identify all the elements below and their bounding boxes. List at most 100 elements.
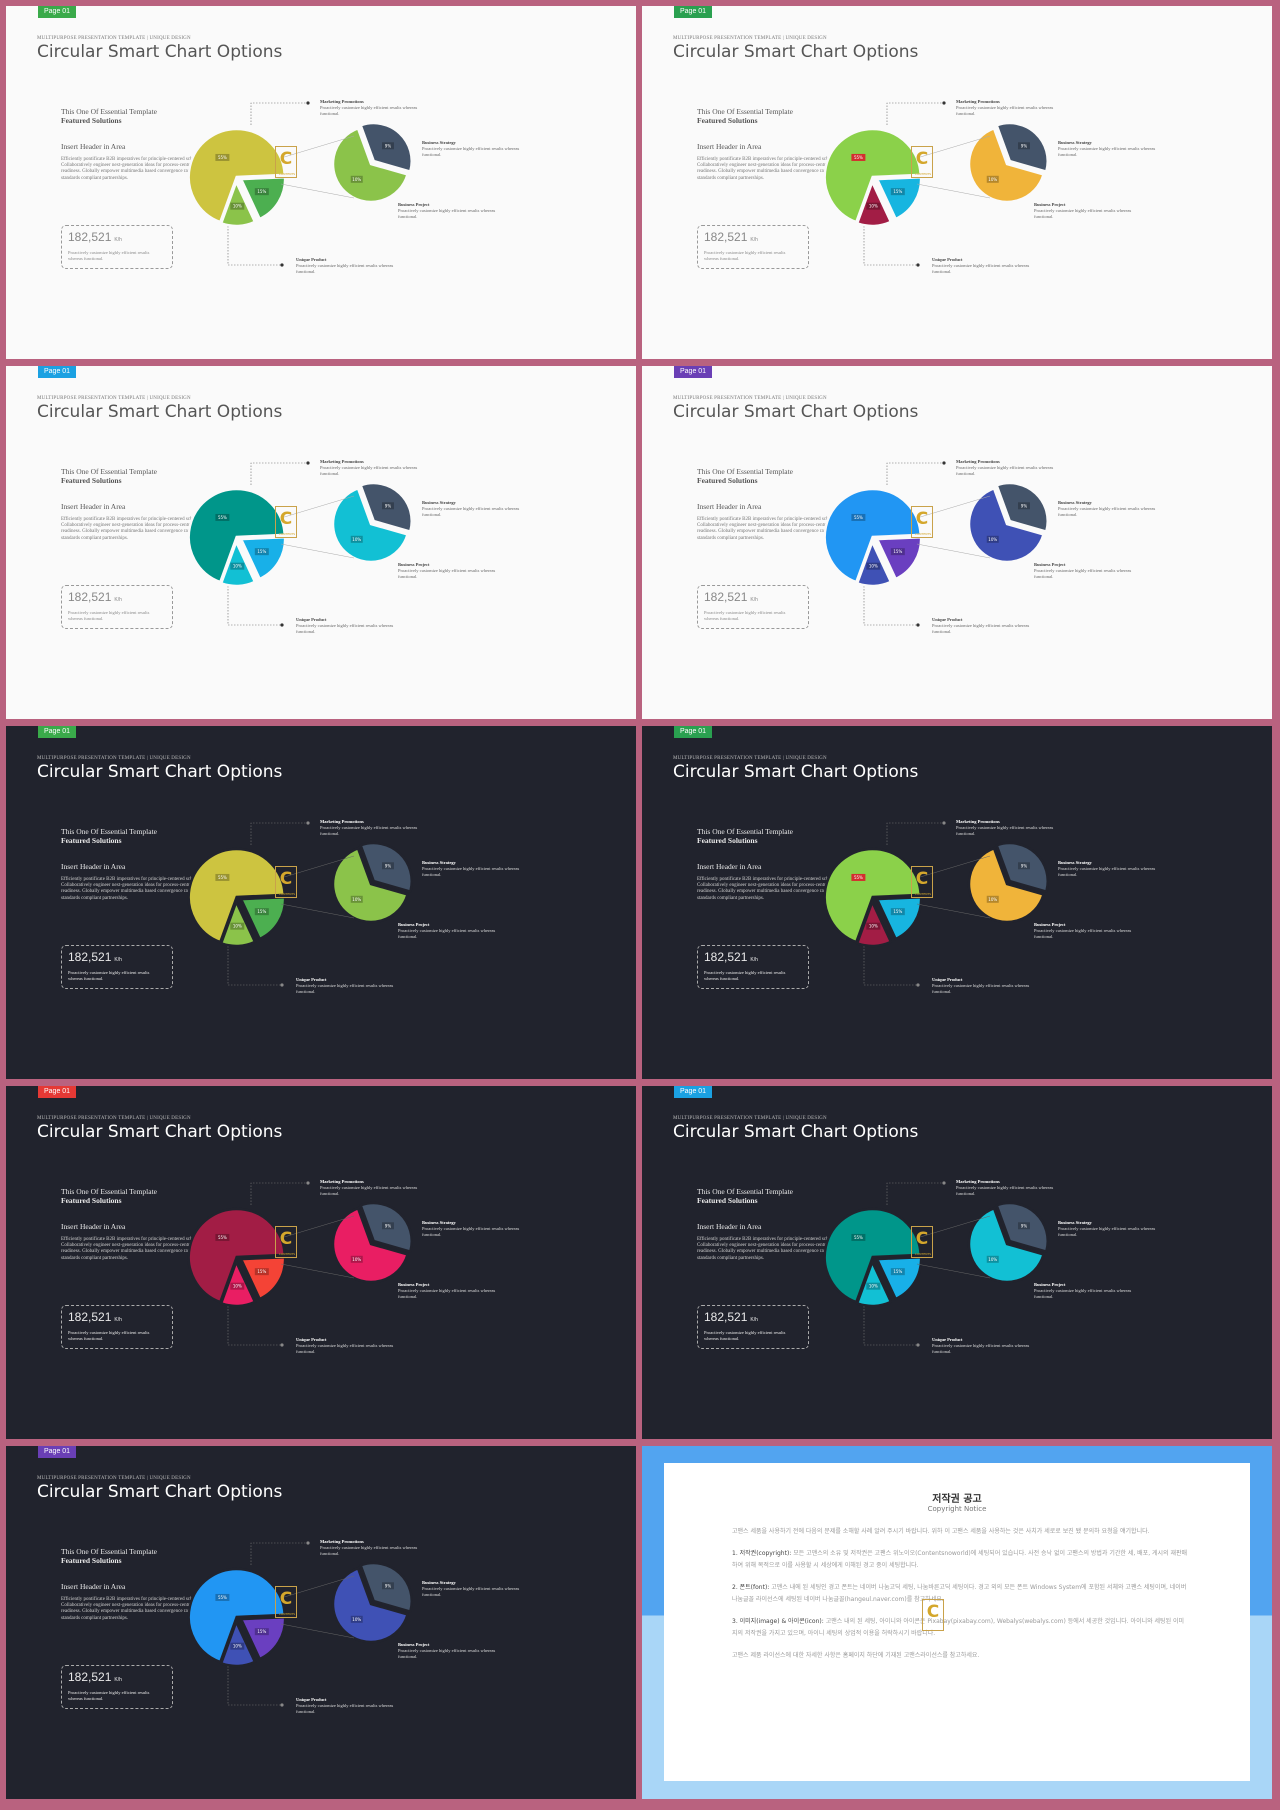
callout-dot-1: [942, 821, 946, 825]
slide-title: Circular Smart Chart Options: [673, 762, 919, 782]
callout-head: Unique Product: [932, 617, 963, 622]
callout-text: Proactively customize highly efficient r…: [932, 623, 1030, 634]
main-pie-label-2: 15%: [893, 909, 902, 914]
stat-value-wrap: 182,521 K/h: [704, 950, 758, 964]
stat-value-wrap: 182,521 K/h: [68, 590, 122, 604]
slide-thumbnail[interactable]: Page 01 MULTIPURPOSE PRESENTATION TEMPLAT…: [6, 1086, 636, 1439]
slide-thumbnail[interactable]: Page 01 MULTIPURPOSE PRESENTATION TEMPLAT…: [642, 6, 1272, 359]
secondary-pie-label-2: 10%: [988, 1257, 997, 1262]
main-pie-label-2: 15%: [893, 549, 902, 554]
slide-title: Circular Smart Chart Options: [673, 42, 919, 62]
secondary-pie-label-box-1: [1017, 142, 1030, 150]
slide-kicker: MULTIPURPOSE PRESENTATION TEMPLATE | UNI…: [37, 756, 191, 761]
stat-caption: Proactively customize highly efficient r…: [68, 610, 150, 621]
main-pie-label-3: 10%: [233, 924, 242, 929]
callout-leader-1: [250, 1182, 308, 1205]
notice-card: 저작권 공고 Copyright Notice 고맨스 세품을 사용하기 전에 다음…: [664, 1463, 1250, 1781]
callout-text: Proactively customize highly efficient r…: [320, 1185, 418, 1196]
callout-4: Unique Product Proactively customize high…: [296, 1337, 406, 1355]
callout-text: Proactively customize highly efficient r…: [1034, 568, 1132, 579]
main-pie-slice-2: [875, 1255, 923, 1301]
slide-thumbnail[interactable]: Page 01 MULTIPURPOSE PRESENTATION TEMPLAT…: [642, 366, 1272, 719]
copyright-notice-slide[interactable]: 저작권 공고 Copyright Notice 고맨스 세품을 사용하기 전에 다음…: [642, 1446, 1272, 1799]
body-paragraph: Efficiently pontificate B2B imperatives …: [697, 877, 842, 901]
body-paragraph: Efficiently pontificate B2B imperatives …: [61, 1237, 206, 1261]
main-pie-slice-3: [855, 898, 893, 948]
stat-value-wrap: 182,521 K/h: [68, 1310, 122, 1324]
callout-leader-1: [886, 462, 944, 485]
stat-caption: Proactively customize highly efficient r…: [704, 970, 786, 981]
slide-thumbnail[interactable]: Page 01 MULTIPURPOSE PRESENTATION TEMPLAT…: [6, 726, 636, 1079]
intro-line-1: This One Of Essential Template: [61, 827, 157, 836]
callout-leader-1: [886, 102, 944, 125]
notice-section-text: 고맨스 내의 된 세팅, 아이니와 아이콘은 Pixabay(pixabay.c…: [732, 1617, 1185, 1638]
callout-text: Proactively customize highly efficient r…: [398, 568, 496, 579]
main-pie-label-box-2: [254, 188, 269, 196]
secondary-pie-label-1: 9%: [1021, 503, 1028, 508]
main-pie-label-box-1: [215, 153, 230, 161]
callout-head: Marketing Promotions: [956, 99, 1000, 104]
callout-3: Business Project Proactively customize hi…: [1034, 562, 1144, 580]
callout-text: Proactively customize highly efficient r…: [422, 146, 520, 157]
callout-leader-1: [250, 462, 308, 485]
secondary-pie-slice-2: [967, 486, 1046, 564]
watermark-letter: C: [279, 1589, 293, 1609]
callout-dot-2: [916, 1343, 920, 1347]
callout-leaders: [863, 101, 946, 267]
stat-caption: Proactively customize highly efficient r…: [704, 610, 786, 621]
callout-leader-2: [227, 574, 282, 626]
slide-kicker: MULTIPURPOSE PRESENTATION TEMPLATE | UNI…: [37, 396, 191, 401]
callout-head: Business Project: [1034, 1282, 1066, 1287]
callout-text: Proactively customize highly efficient r…: [320, 105, 418, 116]
contents-watermark: C CONTENTS: [911, 866, 933, 898]
pie-connector-bottom: [280, 1623, 355, 1639]
callout-leaders: [227, 1541, 310, 1707]
main-pie-label-box-1: [851, 513, 866, 521]
contents-watermark: C CONTENTS: [275, 506, 297, 538]
callout-1: Marketing Promotions Proactively customiz…: [320, 819, 430, 837]
watermark-sub: CONTENTS: [914, 172, 932, 176]
callout-text: Proactively customize highly efficient r…: [932, 983, 1030, 994]
slide-thumbnail[interactable]: Page 01 MULTIPURPOSE PRESENTATION TEMPLAT…: [642, 726, 1272, 1079]
secondary-pie-slice-1: [359, 1561, 413, 1614]
secondary-pie-label-box-2: [986, 175, 999, 183]
main-pie-slice-2: [239, 535, 287, 581]
callout-leader-1: [250, 102, 308, 125]
callout-head: Business Strategy: [1058, 860, 1092, 865]
secondary-pie-label-box-1: [381, 1582, 394, 1590]
pie-chart: 55% 15% 10% 9% 10%: [187, 121, 413, 228]
notice-section-head: 2. 폰트(font):: [732, 1583, 770, 1591]
secondary-pie-label-box-2: [350, 175, 363, 183]
slide-kicker: MULTIPURPOSE PRESENTATION TEMPLATE | UNI…: [673, 756, 827, 761]
slide-thumbnail[interactable]: Page 01 MULTIPURPOSE PRESENTATION TEMPLAT…: [642, 1086, 1272, 1439]
slide-thumbnail[interactable]: Page 01 MULTIPURPOSE PRESENTATION TEMPLAT…: [6, 1446, 636, 1799]
secondary-pie-label-2: 10%: [352, 1617, 361, 1622]
callout-head: Business Strategy: [422, 500, 456, 505]
slide-thumbnail[interactable]: Page 01 MULTIPURPOSE PRESENTATION TEMPLAT…: [6, 6, 636, 359]
main-pie-label-box-3: [230, 1282, 245, 1290]
callout-dot-2: [916, 623, 920, 627]
main-pie-label-3: 10%: [233, 1644, 242, 1649]
intro-line-2: Featured Solutions: [61, 1196, 122, 1205]
main-pie-label-3: 10%: [233, 204, 242, 209]
main-pie-slice-3: [219, 538, 257, 588]
callout-dot-1: [942, 1181, 946, 1185]
slide-thumbnail[interactable]: Page 01 MULTIPURPOSE PRESENTATION TEMPLAT…: [6, 366, 636, 719]
callout-3: Business Project Proactively customize hi…: [398, 1282, 508, 1300]
callout-head: Marketing Promotions: [320, 819, 364, 824]
callout-head: Business Strategy: [422, 140, 456, 145]
secondary-pie-label-box-1: [1017, 862, 1030, 870]
secondary-pie-label-box-1: [381, 142, 394, 150]
stat-value: 182,521: [704, 950, 748, 964]
slide-kicker: MULTIPURPOSE PRESENTATION TEMPLATE | UNI…: [37, 1116, 191, 1121]
slide-title: Circular Smart Chart Options: [37, 1122, 283, 1142]
callout-text: Proactively customize highly efficient r…: [296, 1703, 394, 1714]
callout-head: Unique Product: [296, 1337, 327, 1342]
watermark-letter: C: [279, 1229, 293, 1249]
pie-chart: 55% 15% 10% 9% 10%: [187, 1561, 413, 1668]
secondary-pie-label-1: 9%: [385, 1583, 392, 1588]
main-pie-label-2: 15%: [257, 189, 266, 194]
pie-connector-top: [280, 1575, 355, 1599]
watermark-letter: C: [926, 1602, 940, 1622]
callout-leaders: [863, 1181, 946, 1347]
